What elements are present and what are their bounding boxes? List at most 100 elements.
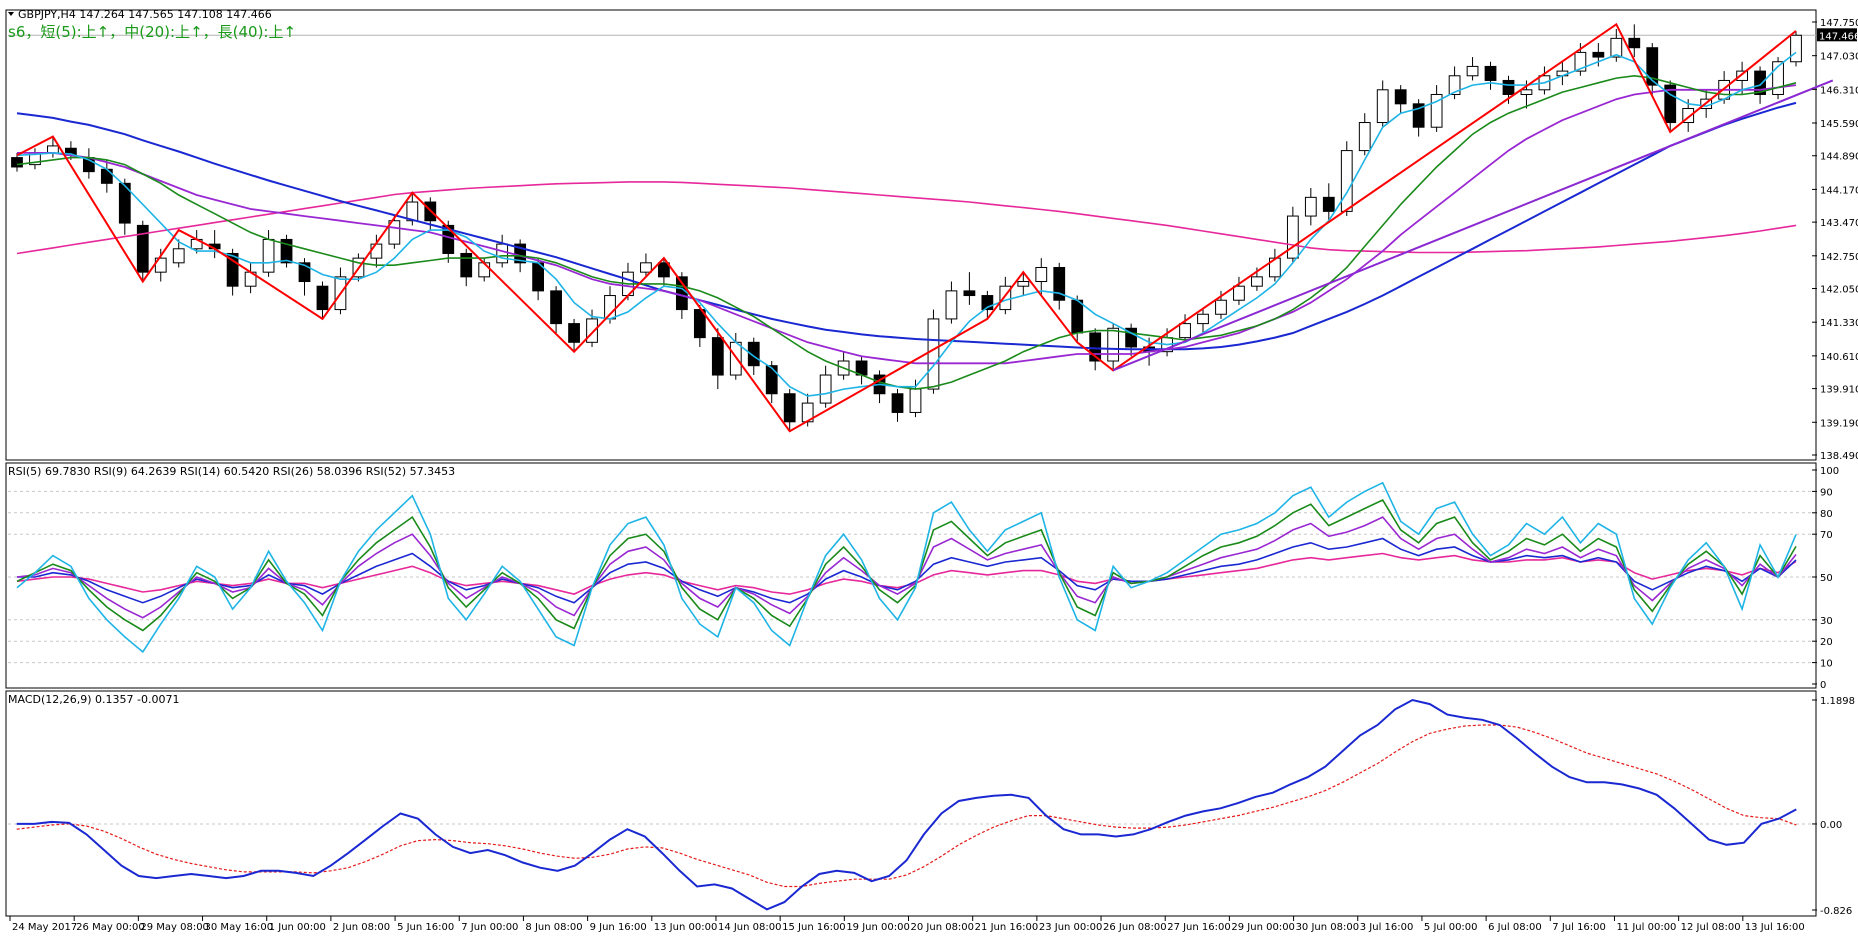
candle-93: [1682, 99, 1695, 132]
candle-body-50: [909, 388, 922, 413]
rsi-series-1: [16, 498, 1797, 632]
symbol-info-label: GBPJPY,H4 147.264 147.565 147.108 147.46…: [18, 8, 272, 21]
candle-25: [460, 248, 473, 287]
time-label-22: 5 Jul 00:00: [1424, 922, 1478, 933]
candle-71: [1286, 206, 1299, 263]
candle-17: [316, 281, 329, 319]
candle-body-77: [1394, 89, 1407, 105]
price-tick-label-8: 142.050: [1820, 285, 1858, 296]
candle-15: [280, 234, 293, 268]
candle-6: [118, 178, 131, 235]
time-label-11: 14 Jun 08:00: [718, 922, 782, 933]
candle-30: [550, 286, 562, 333]
price-tick-label-12: 139.190: [1820, 418, 1858, 429]
macd-label: MACD(12,26,9) 0.1357 -0.0071: [8, 693, 179, 706]
candle-53: [963, 272, 976, 305]
ma20-line: [16, 74, 1797, 390]
rsi-grid: [8, 490, 1816, 664]
candle-body-43: [783, 393, 796, 423]
candle-body-88: [1592, 51, 1605, 58]
candle-70: [1268, 248, 1281, 282]
time-label-0: 24 May 2017: [12, 922, 77, 933]
candle-4: [82, 148, 95, 179]
candle-body-89: [1610, 37, 1623, 58]
ma100-line: [16, 101, 1797, 351]
rsi-series-0: [16, 481, 1797, 654]
candle-56: [1017, 272, 1030, 296]
candle-45: [819, 365, 832, 408]
candle-89: [1610, 29, 1623, 62]
candle-body-32: [586, 318, 598, 343]
candle-43: [783, 389, 796, 432]
price-tick-label-4: 144.890: [1820, 152, 1858, 163]
candle-body-58: [1053, 266, 1066, 301]
time-label-7: 7 Jun 00:00: [461, 922, 518, 933]
candle-body-52: [945, 290, 958, 320]
candle-body-26: [478, 262, 491, 278]
candle-38: [693, 304, 706, 347]
candle-74: [1340, 141, 1353, 217]
candle-body-45: [819, 374, 832, 404]
candle-body-21: [388, 220, 401, 245]
candle-36: [658, 258, 670, 287]
time-label-1: 26 May 00:00: [76, 922, 145, 933]
rsi-series-3: [17, 537, 1797, 604]
dropdown-arrow-icon[interactable]: [8, 12, 14, 16]
candle-81: [1466, 57, 1479, 81]
candle-body-84: [1520, 89, 1533, 95]
candle-body-76: [1376, 89, 1389, 124]
price-tick-label-3: 145.590: [1820, 119, 1858, 130]
price-tick-label-13: 138.490: [1820, 451, 1858, 462]
candle-52: [945, 281, 958, 324]
candle-body-6: [118, 182, 131, 224]
candle-body-81: [1466, 65, 1479, 77]
candle-body-16: [298, 262, 311, 283]
candle-90: [1628, 24, 1641, 58]
candle-body-67: [1215, 299, 1227, 315]
rsi-label: RSI(5) 69.7830 RSI(9) 64.2639 RSI(14) 60…: [8, 465, 455, 478]
candle-5: [100, 159, 113, 193]
candle-body-90: [1628, 37, 1641, 49]
candle-76: [1376, 80, 1389, 128]
macd-tick-label-2: -0.826: [1820, 906, 1852, 917]
candle-body-54: [981, 295, 994, 311]
price-marks: [11, 22, 1834, 433]
time-label-10: 13 Jun 00:00: [654, 922, 718, 933]
time-label-26: 12 Jul 08:00: [1681, 922, 1741, 933]
candle-11: [208, 230, 221, 259]
candle-body-71: [1286, 215, 1299, 259]
zigzag-line: [16, 22, 1797, 433]
candle-2: [47, 136, 59, 158]
candle-body-68: [1233, 285, 1245, 301]
candle-66: [1197, 309, 1209, 333]
candle-72: [1304, 187, 1317, 226]
candle-54: [981, 290, 994, 319]
price-axis: 147.750 147.030 146.310 145.590 144.890 144.1…: [1812, 18, 1858, 462]
candle-20: [370, 234, 383, 268]
candle-body-73: [1322, 196, 1335, 212]
time-label-25: 11 Jul 00:00: [1616, 922, 1676, 933]
rsi-marks: [16, 481, 1797, 654]
candle-50: [909, 379, 922, 418]
candle-body-0: [11, 157, 23, 168]
time-label-6: 5 Jun 16:00: [397, 922, 454, 933]
price-tick-label-10: 140.610: [1820, 352, 1858, 363]
trend-line: [1112, 79, 1834, 372]
candle-body-72: [1304, 196, 1317, 217]
candle-body-51: [927, 318, 940, 390]
candle-35: [640, 253, 652, 277]
ma40-line: [17, 84, 1797, 365]
candle-48: [873, 370, 886, 404]
rsi-tick-label-6: 20: [1820, 637, 1833, 648]
candle-body-93: [1682, 108, 1695, 124]
price-panel-frame: [5, 9, 1817, 461]
candle-18: [334, 267, 347, 315]
candle-91: [1646, 43, 1659, 95]
ma200-line: [16, 181, 1797, 255]
candle-body-49: [891, 393, 904, 413]
candle-body-14: [262, 238, 275, 273]
time-label-13: 19 Jun 00:00: [846, 922, 910, 933]
candle-62: [1125, 323, 1138, 357]
time-label-14: 20 Jun 08:00: [911, 922, 975, 933]
